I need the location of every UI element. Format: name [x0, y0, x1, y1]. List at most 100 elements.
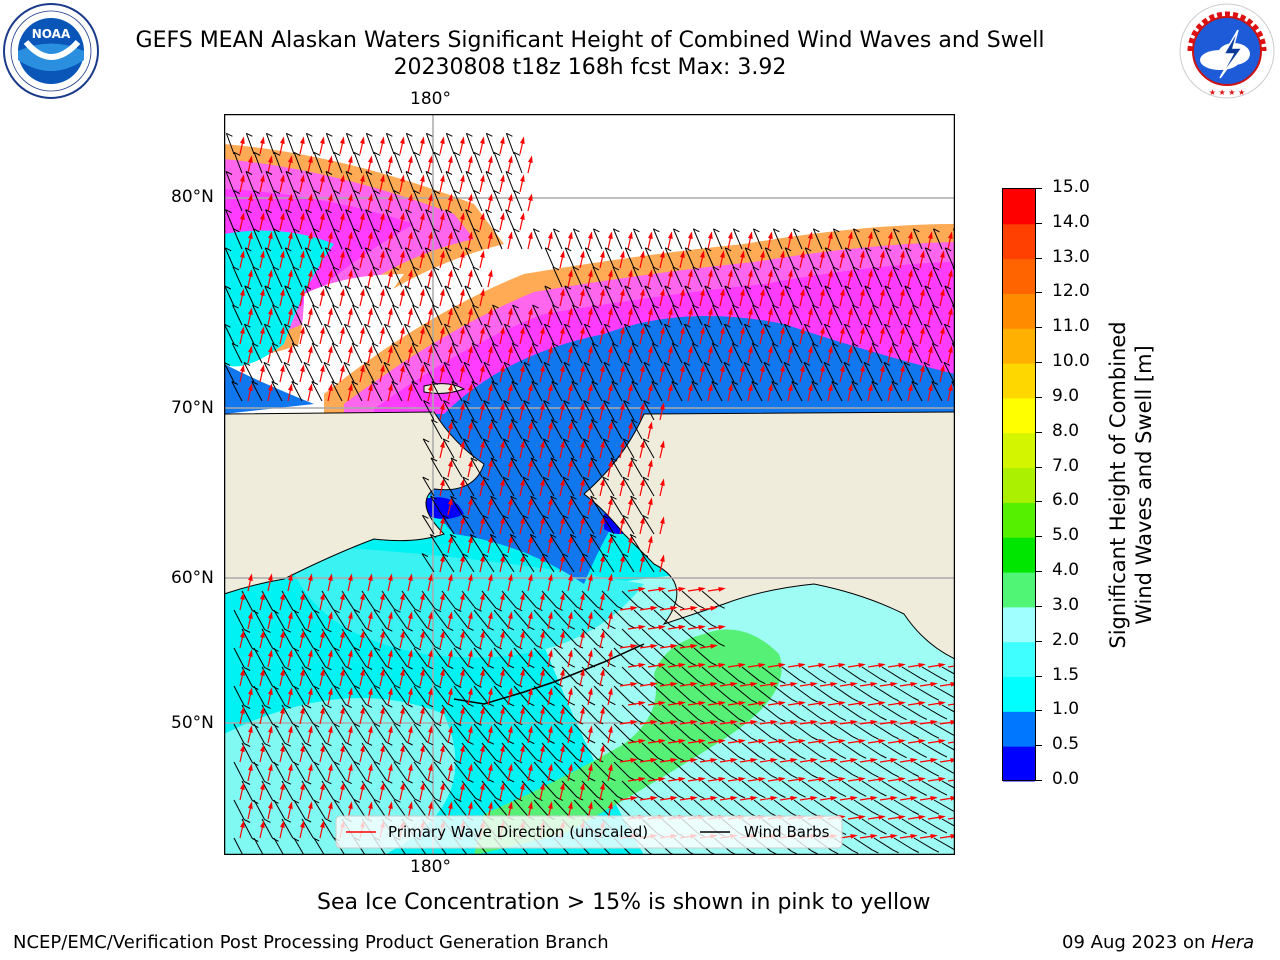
wind-barb: [265, 133, 275, 155]
colorbar-tick-mark: [1036, 292, 1042, 294]
colorbar-band: [1003, 676, 1035, 712]
wind-barb-flag: [730, 699, 738, 704]
wave-arrow-head: [320, 706, 325, 714]
wind-barb: [823, 362, 835, 383]
wave-arrow-head: [588, 269, 593, 277]
wind-barb: [384, 247, 395, 269]
wind-barb-flag: [502, 514, 509, 519]
wave-arrow-head: [360, 288, 365, 296]
wave-arrow-head: [588, 307, 593, 315]
wave-arrow-head: [660, 516, 665, 524]
wind-barb: [581, 742, 598, 760]
wind-barb: [225, 133, 235, 155]
wave-arrow-head: [240, 668, 245, 676]
wind-barb: [713, 685, 732, 701]
map-legend: Primary Wave Direction (unscaled) Wind B…: [335, 815, 843, 849]
wind-barb-flag: [644, 285, 652, 290]
wind-barb: [661, 742, 679, 759]
wind-barb-flag: [373, 760, 381, 765]
wind-barb: [490, 457, 503, 478]
wind-barb: [793, 723, 812, 738]
wind-barb: [652, 304, 663, 326]
wind-barb-flag: [698, 795, 705, 800]
wave-arrow-head: [340, 706, 345, 714]
wind-barb: [293, 152, 303, 174]
wind-barb-flag: [637, 643, 644, 648]
wind-barb-flag: [703, 361, 711, 366]
wave-arrow-head: [460, 326, 465, 334]
wave-arrow-head: [718, 777, 726, 782]
wind-barb-flag: [693, 228, 700, 233]
wave-arrow-head: [718, 587, 726, 592]
wind-barb: [461, 628, 476, 647]
wave-arrow-head: [500, 706, 505, 714]
wind-barb: [533, 647, 549, 665]
wind-barb-flag: [819, 717, 827, 722]
wave-arrow-head: [608, 383, 613, 391]
wind-barb: [333, 609, 347, 629]
wind-barb: [572, 266, 583, 288]
wave-arrow-head: [328, 383, 333, 391]
wind-barb-flag: [394, 684, 401, 689]
wave-arrow-head: [348, 611, 353, 619]
wave-direction-arrow: [947, 703, 954, 706]
wave-arrow-head: [280, 326, 285, 334]
wind-barb-flag: [466, 132, 473, 137]
wind-barb-flag: [610, 495, 617, 500]
wave-arrow-head: [468, 307, 473, 315]
wind-barb: [673, 761, 691, 778]
wind-barb: [721, 666, 740, 682]
wave-arrow-head: [260, 668, 265, 676]
wind-barb: [313, 609, 326, 630]
wind-barb-flag: [892, 266, 900, 271]
wave-arrow-head: [638, 739, 646, 744]
wave-arrow-head: [560, 440, 565, 448]
wave-arrow-head: [748, 231, 753, 239]
noaa-logo: NOAA: [2, 2, 100, 100]
wind-barb: [373, 609, 387, 629]
wind-barb: [553, 723, 570, 741]
wind-barb: [353, 647, 367, 667]
wave-arrow-head: [288, 573, 293, 581]
wind-barb-flag: [304, 818, 312, 823]
wind-barb: [252, 304, 263, 326]
wind-barb: [923, 362, 935, 383]
wave-arrow-head: [568, 801, 573, 809]
wave-arrow-head: [420, 782, 425, 790]
wave-arrow-head: [938, 663, 946, 668]
wind-barb-flag: [464, 247, 472, 252]
wind-barb: [364, 285, 375, 307]
wind-barb: [861, 818, 881, 832]
wave-arrow-head: [288, 725, 293, 733]
wind-barb-flag: [843, 361, 851, 366]
wind-barb-flag: [464, 285, 472, 290]
wind-barb-flag: [325, 818, 332, 823]
wave-arrow-head: [268, 649, 273, 657]
wave-arrow-head: [698, 625, 706, 630]
wave-arrow-head: [858, 701, 866, 706]
wind-barb: [485, 171, 495, 193]
wave-arrow-head: [460, 402, 465, 410]
wind-barb: [761, 666, 780, 681]
wave-arrow-head: [630, 720, 638, 725]
wave-arrow-head: [898, 663, 906, 668]
wind-barb: [761, 704, 780, 719]
wind-barb: [933, 761, 954, 774]
wave-arrow-head: [648, 383, 653, 391]
colorbar-band: [1003, 572, 1035, 608]
wind-barb: [333, 685, 347, 705]
wind-barb-flag: [609, 777, 616, 782]
wind-barb: [233, 685, 245, 706]
wind-barb-flag: [791, 342, 799, 347]
wind-barb-flag: [631, 342, 639, 347]
wave-arrow-head: [740, 326, 745, 334]
wind-barb-flag: [232, 266, 240, 271]
wind-barb-flag: [452, 304, 459, 309]
wave-arrow-head: [738, 777, 746, 782]
wind-barb-flag: [465, 209, 472, 214]
wind-barb: [673, 647, 691, 664]
wave-arrow-head: [348, 649, 353, 657]
wave-arrow-head: [388, 611, 393, 619]
wave-arrow-head: [428, 611, 433, 619]
wind-barb-flag: [832, 266, 840, 271]
